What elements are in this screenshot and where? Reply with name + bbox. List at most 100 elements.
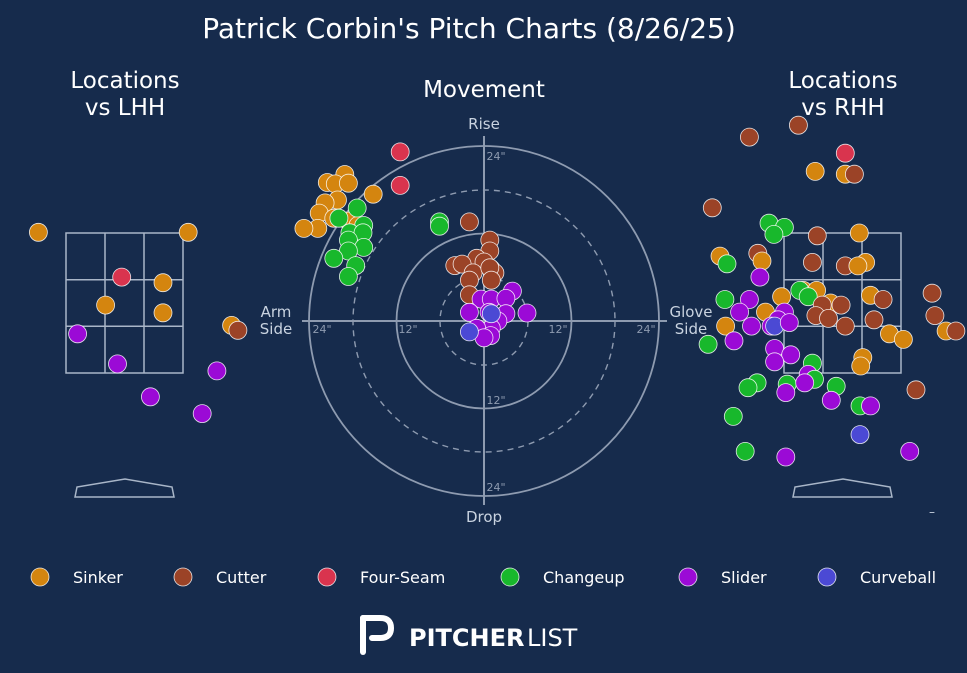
axis-label-rise: Rise bbox=[468, 115, 500, 133]
lhh-home-plate bbox=[74, 478, 175, 498]
rhh-point-sinker bbox=[848, 256, 868, 276]
axis-label-arm-side-line1: Arm bbox=[261, 303, 292, 321]
lhh-point-sinker bbox=[96, 295, 115, 315]
rhh-point-cutter bbox=[873, 290, 893, 309]
legend-label-changeup: Changeup bbox=[543, 568, 625, 587]
movement-grid bbox=[302, 136, 667, 505]
lhh-point-cutter bbox=[228, 320, 248, 340]
ring-label-left-24: 24" bbox=[312, 323, 331, 336]
movement-point-slider bbox=[517, 303, 537, 323]
lhh-point-slider bbox=[207, 361, 227, 381]
legend-marker-changeup bbox=[500, 567, 520, 587]
rhh-point-changeup bbox=[698, 334, 718, 354]
brand-name-light: LIST bbox=[527, 624, 578, 652]
stray-mark: – bbox=[929, 505, 935, 519]
rhh-point-changeup bbox=[723, 406, 743, 426]
ring-label-bottom-24: 24" bbox=[486, 481, 505, 494]
movement-panel-title: Movement bbox=[423, 77, 545, 103]
lhh-point-four-seam bbox=[112, 267, 132, 287]
rhh-point-changeup bbox=[798, 287, 818, 307]
axis-label-drop: Drop bbox=[466, 508, 502, 526]
rhh-point-sinker bbox=[849, 223, 869, 243]
rhh-point-changeup bbox=[764, 224, 784, 244]
rhh-panel-title-line1: Locations bbox=[788, 68, 897, 94]
rhh-point-slider bbox=[900, 441, 920, 461]
ring-label-right-12: 12" bbox=[548, 323, 567, 336]
ring-label-left-12: 12" bbox=[398, 323, 417, 336]
lhh-point-sinker bbox=[153, 303, 173, 323]
rhh-point-sinker bbox=[894, 329, 913, 349]
rhh-point-cutter bbox=[819, 308, 838, 328]
movement-point-changeup bbox=[430, 216, 449, 236]
rhh-point-slider bbox=[861, 396, 880, 416]
legend-label-curveball: Curveball bbox=[860, 568, 936, 587]
lhh-pitch-points bbox=[29, 222, 248, 424]
legend-label-sinker: Sinker bbox=[73, 568, 123, 587]
rhh-pitch-points bbox=[698, 115, 966, 467]
rhh-point-cutter bbox=[789, 115, 808, 135]
rhh-point-sinker bbox=[772, 287, 791, 307]
rhh-point-slider bbox=[750, 267, 770, 287]
lhh-point-slider bbox=[140, 387, 160, 407]
rhh-point-slider bbox=[776, 447, 796, 467]
rhh-point-cutter bbox=[702, 198, 722, 218]
axis-label-glove-side-line1: Glove bbox=[669, 303, 712, 321]
rhh-point-slider bbox=[776, 383, 796, 403]
ring-label-right-24: 24" bbox=[636, 323, 655, 336]
axis-label-arm-side-line2: Side bbox=[260, 320, 292, 338]
movement-pitch-points bbox=[294, 142, 537, 348]
movement-point-curveball bbox=[481, 304, 501, 324]
rhh-point-cutter bbox=[906, 380, 926, 400]
movement-point-changeup bbox=[347, 198, 367, 218]
rhh-point-changeup bbox=[717, 254, 737, 274]
legend-label-slider: Slider bbox=[721, 568, 767, 587]
legend-marker-curveball bbox=[817, 567, 837, 587]
rhh-point-slider bbox=[781, 345, 801, 365]
legend-marker-sinker bbox=[30, 567, 50, 587]
rhh-home-plate bbox=[792, 478, 893, 498]
legend-label-cutter: Cutter bbox=[216, 568, 267, 587]
chart-title: Patrick Corbin's Pitch Charts (8/26/25) bbox=[202, 12, 736, 45]
movement-point-changeup bbox=[324, 248, 344, 268]
legend-marker-four-seam bbox=[317, 567, 337, 587]
rhh-point-sinker bbox=[752, 251, 772, 271]
rhh-point-changeup bbox=[715, 290, 735, 309]
rhh-point-changeup bbox=[735, 441, 755, 461]
movement-point-curveball bbox=[459, 322, 479, 342]
pitch-legend: Sinker Cutter Four-Seam Changeup Slider Curve… bbox=[30, 567, 936, 587]
rhh-point-cutter bbox=[803, 252, 822, 272]
rhh-point-cutter bbox=[807, 226, 827, 246]
movement-point-changeup bbox=[329, 208, 349, 228]
movement-point-four-seam bbox=[390, 142, 410, 162]
movement-point-sinker bbox=[338, 173, 358, 193]
rhh-point-slider bbox=[779, 313, 799, 333]
rhh-point-cutter bbox=[831, 295, 851, 315]
lhh-point-slider bbox=[108, 354, 127, 374]
legend-marker-slider bbox=[678, 567, 698, 587]
movement-point-slider bbox=[459, 302, 479, 322]
ring-label-bottom-12: 12" bbox=[486, 394, 505, 407]
lhh-strike-zone bbox=[65, 232, 184, 374]
ring-label-top-24: 24" bbox=[486, 150, 505, 163]
rhh-point-cutter bbox=[925, 306, 945, 326]
rhh-point-cutter bbox=[864, 310, 884, 330]
pitcherlist-p-icon bbox=[360, 615, 395, 655]
rhh-point-slider bbox=[795, 373, 815, 393]
ring-labels: 24" 24" 12" 12" 24" 12" 24" bbox=[312, 150, 655, 494]
lhh-point-slider bbox=[192, 404, 212, 424]
pitcherlist-logo: PITCHER LIST bbox=[360, 615, 578, 655]
rhh-panel-title-line2: vs RHH bbox=[801, 95, 884, 121]
rhh-point-slider bbox=[730, 302, 749, 322]
rhh-point-slider bbox=[765, 352, 784, 372]
legend-label-four-seam: Four-Seam bbox=[360, 568, 445, 587]
rhh-point-sinker bbox=[805, 161, 825, 181]
movement-point-sinker bbox=[294, 218, 314, 238]
movement-point-cutter bbox=[481, 270, 501, 290]
rhh-point-curveball bbox=[850, 425, 870, 445]
rhh-point-four-seam bbox=[835, 143, 855, 163]
rhh-point-sinker bbox=[716, 316, 735, 336]
lhh-point-sinker bbox=[29, 222, 48, 242]
rhh-point-cutter bbox=[835, 316, 855, 336]
rhh-point-slider bbox=[821, 390, 841, 410]
